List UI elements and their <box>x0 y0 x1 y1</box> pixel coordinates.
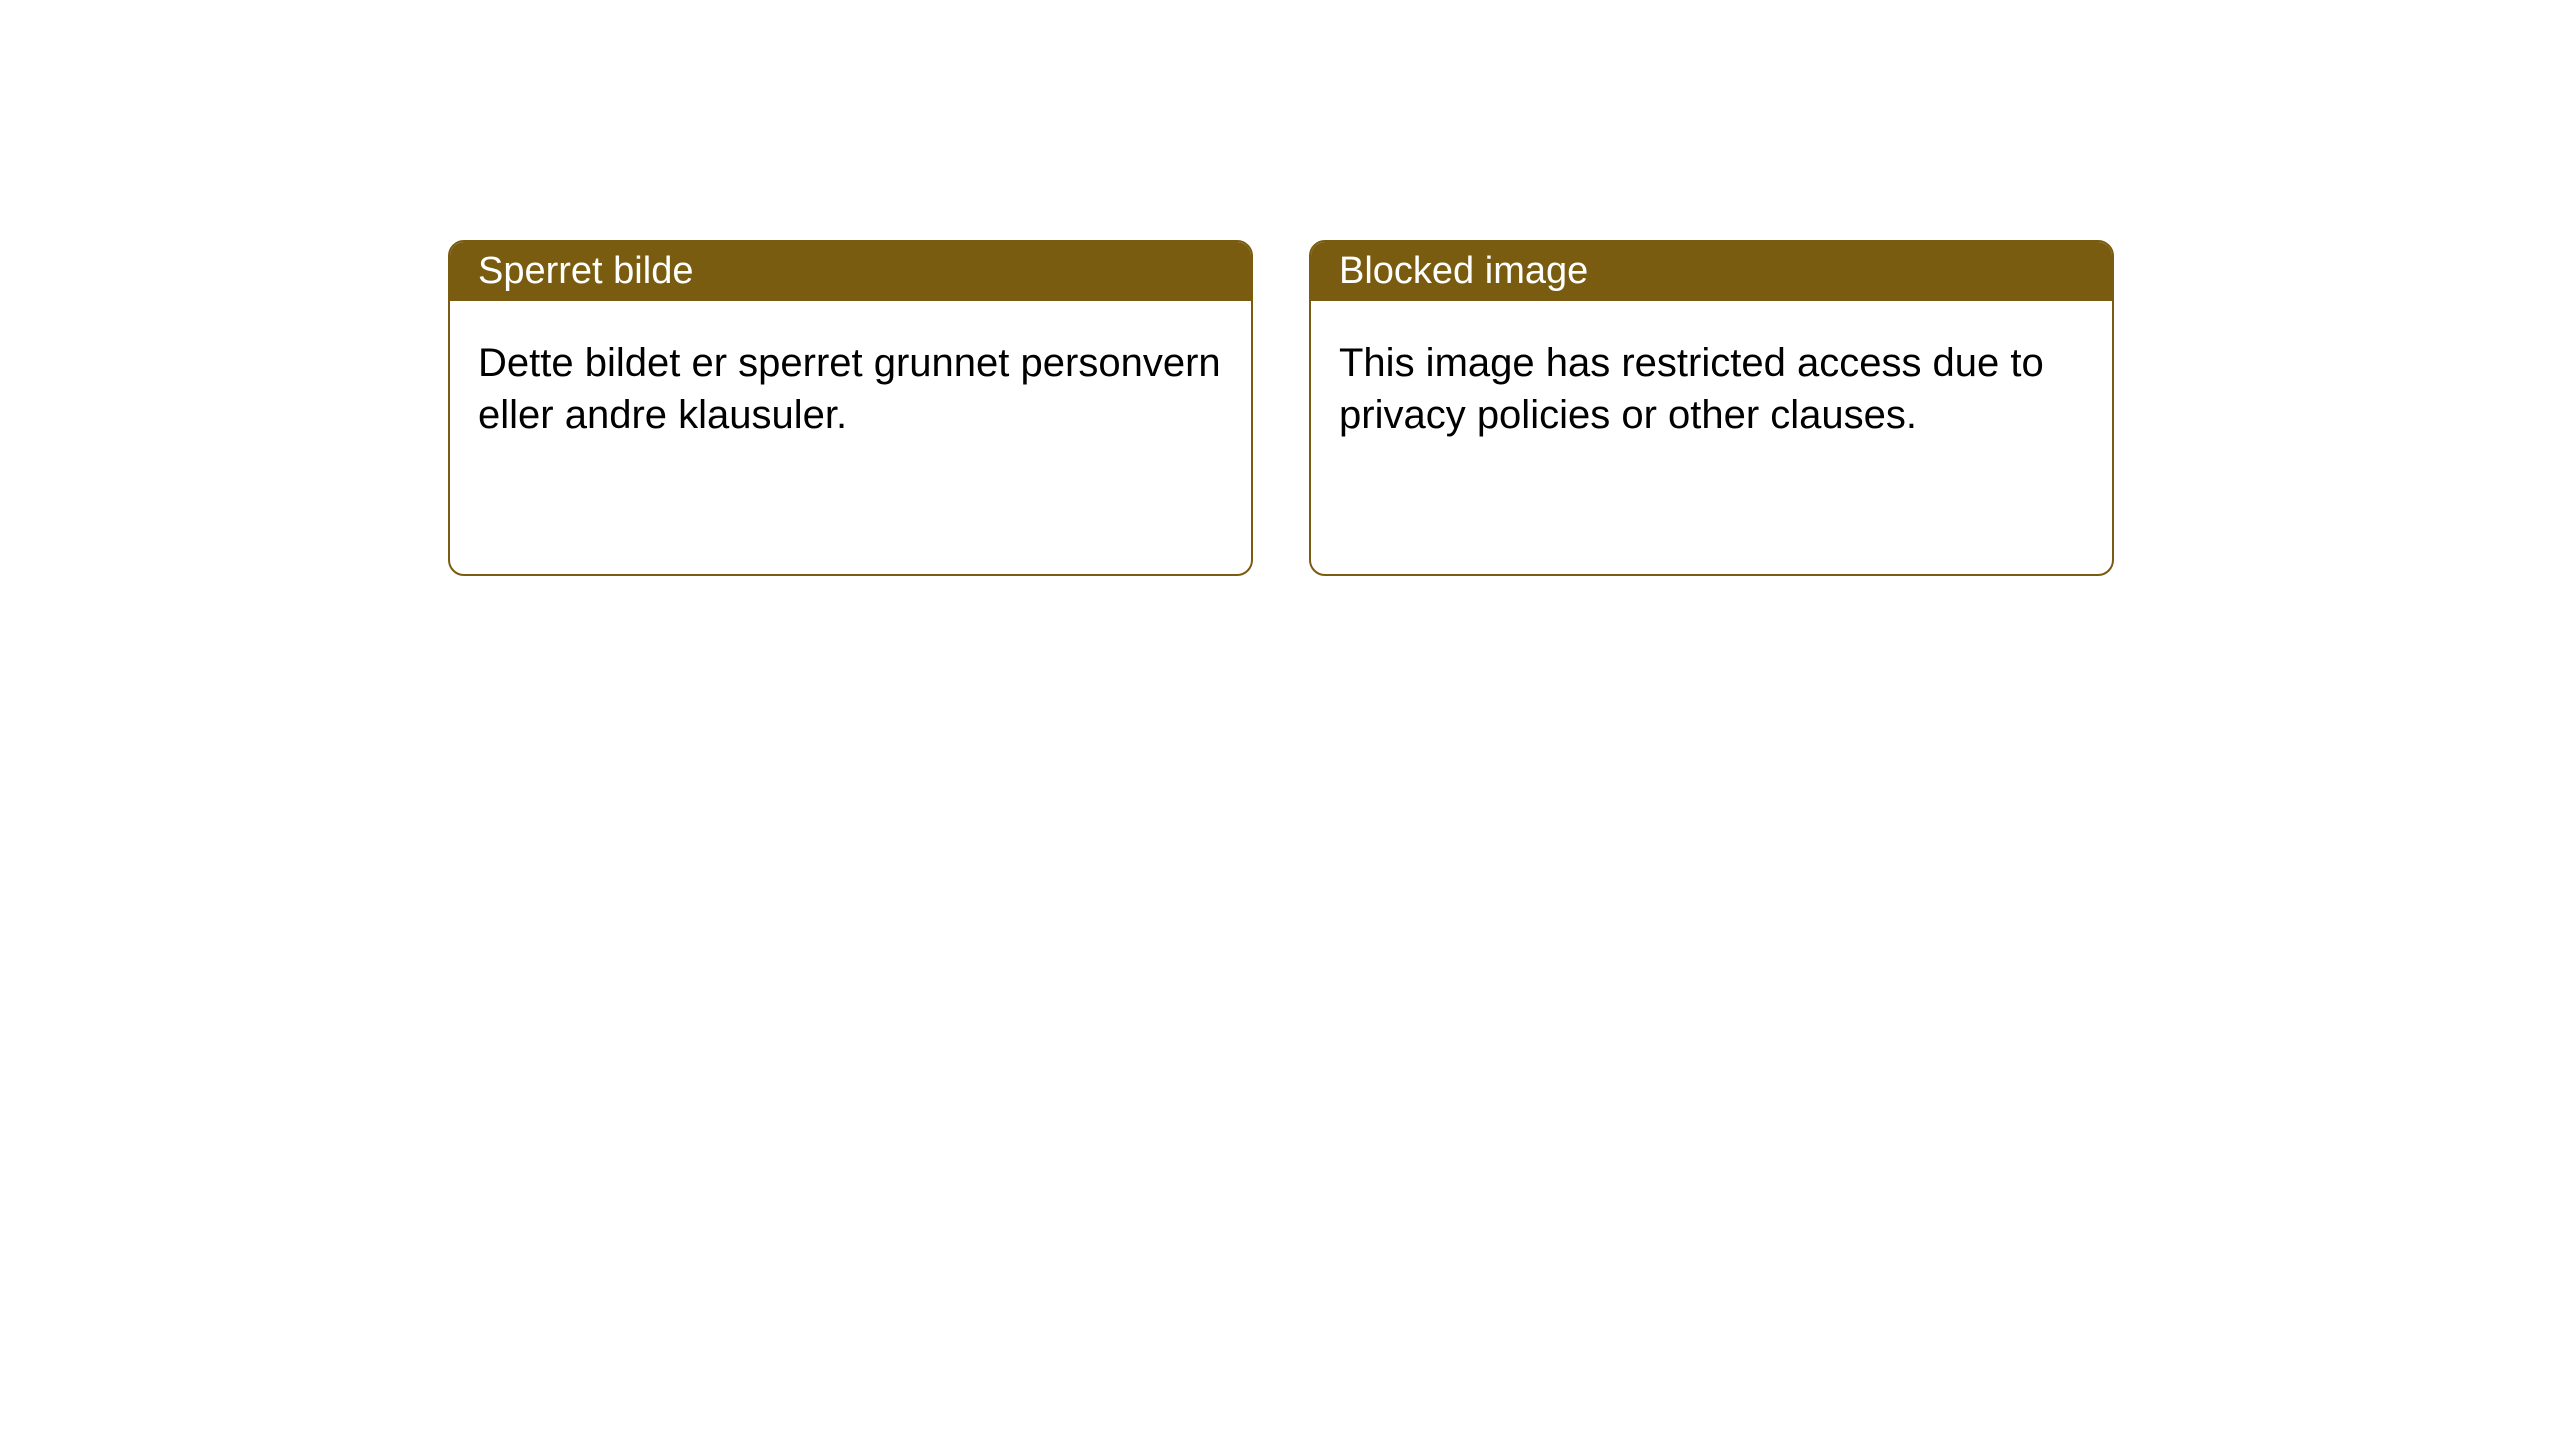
notice-header-english: Blocked image <box>1311 242 2112 301</box>
notice-body-english: This image has restricted access due to … <box>1311 301 2112 477</box>
notice-card-norwegian: Sperret bilde Dette bildet er sperret gr… <box>448 240 1253 576</box>
notice-body-norwegian: Dette bildet er sperret grunnet personve… <box>450 301 1251 477</box>
notice-header-norwegian: Sperret bilde <box>450 242 1251 301</box>
notice-card-english: Blocked image This image has restricted … <box>1309 240 2114 576</box>
notice-container: Sperret bilde Dette bildet er sperret gr… <box>0 0 2560 576</box>
